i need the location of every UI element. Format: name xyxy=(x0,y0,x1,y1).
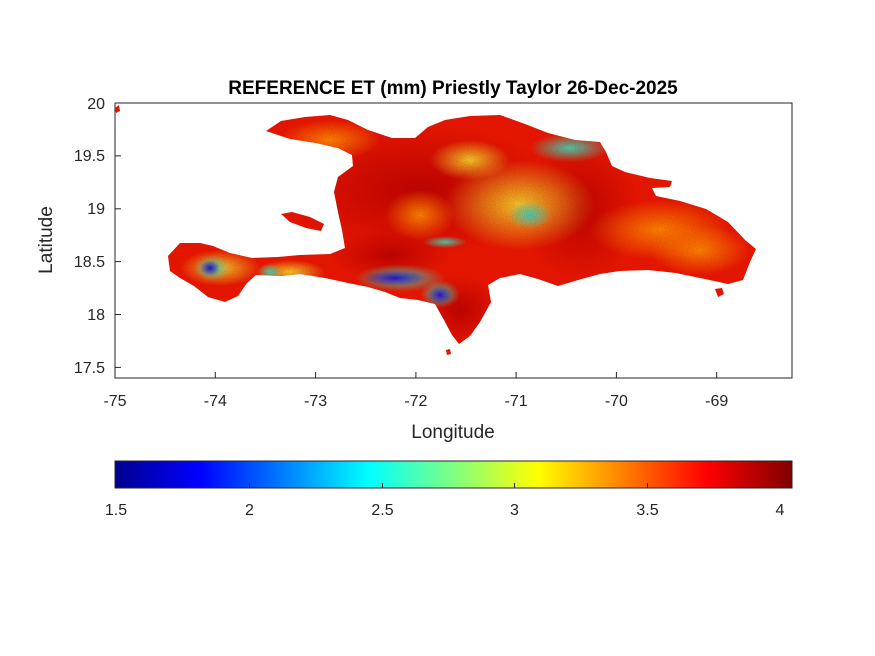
x-tick-label: -72 xyxy=(404,393,427,410)
x-tick-label: -70 xyxy=(605,393,628,410)
colorbar-gradient xyxy=(114,460,793,489)
y-axis-label: Latitude xyxy=(36,206,57,274)
y-tick-label: 17.5 xyxy=(74,360,105,377)
x-tick-label: -69 xyxy=(705,393,728,410)
colorbar-tick-label: 1.5 xyxy=(105,502,127,519)
x-axis: -75 -74 -73 -72 -71 -70 -69 Longitude xyxy=(103,372,728,443)
x-axis-label: Longitude xyxy=(411,422,494,443)
y-tick-label: 19 xyxy=(87,201,105,218)
y-tick-label: 18.5 xyxy=(74,254,105,271)
colorbar-tick-label: 3 xyxy=(510,502,519,519)
x-tick-label: -71 xyxy=(505,393,528,410)
colorbar-tick-label: 2.5 xyxy=(371,502,393,519)
x-tick-label: -74 xyxy=(204,393,227,410)
x-tick-label: -75 xyxy=(103,393,126,410)
colorbar-tick-label: 3.5 xyxy=(636,502,658,519)
y-tick-label: 18 xyxy=(87,307,105,324)
y-tick-label: 20 xyxy=(87,96,105,113)
y-tick-label: 19.5 xyxy=(74,148,105,165)
colorbar: 1.5 2 2.5 3 3.5 4 xyxy=(105,460,793,519)
y-axis: 17.5 18 18.5 19 19.5 20 Latitude xyxy=(36,96,121,377)
x-tick-label: -73 xyxy=(304,393,327,410)
colorbar-tick-label: 2 xyxy=(245,502,254,519)
colorbar-tick-label: 4 xyxy=(776,502,785,519)
chart-title: REFERENCE ET (mm) Priestly Taylor 26-Dec… xyxy=(228,78,678,99)
